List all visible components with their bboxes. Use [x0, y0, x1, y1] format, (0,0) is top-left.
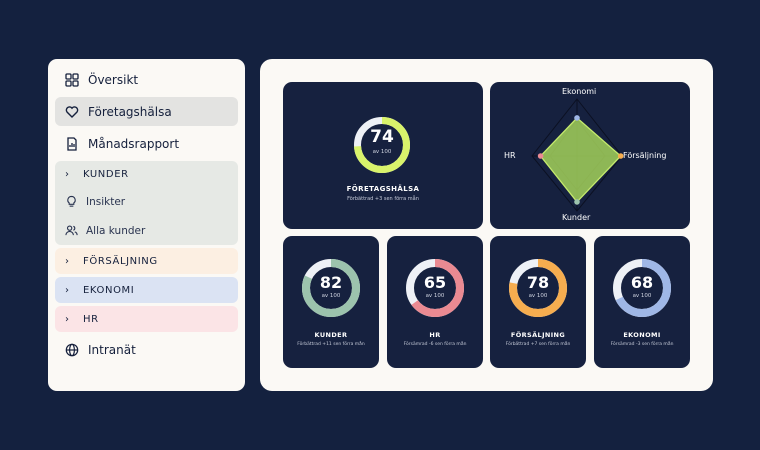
- nav-health-label: Företagshälsa: [88, 104, 172, 119]
- hr-of: av 100: [425, 293, 445, 299]
- card-ekonomi[interactable]: 68 av 100 EKONOMI Försämrad -3 sen förra…: [594, 236, 690, 368]
- chevron-right-icon: ›: [65, 313, 70, 325]
- group-forsaljning-header[interactable]: › FÖRSÄLJNING: [55, 248, 238, 274]
- card-forsaljning[interactable]: 78 av 100 FÖRSÄLJNING Förbättrad +7 sen …: [490, 236, 586, 368]
- group-kunder-header[interactable]: › KUNDER: [55, 161, 238, 187]
- radar-label-hr: HR: [504, 151, 516, 160]
- radar-point-ekonomi: [574, 115, 580, 121]
- ring-progress: [406, 259, 464, 317]
- radar-chart: [531, 98, 624, 212]
- chevron-right-icon: ›: [65, 168, 70, 180]
- nav-health[interactable]: Företagshälsa: [55, 97, 238, 126]
- group-ekonomi-header[interactable]: › EKONOMI: [55, 277, 238, 303]
- dashboard-panel: 74 av 100 FÖRETAGSHÄLSA Förbättrad +3 se…: [260, 59, 713, 391]
- group-hr[interactable]: › HR: [55, 306, 238, 332]
- nav-report-label: Månadsrapport: [88, 136, 180, 151]
- ekonomi-ring: [613, 259, 671, 317]
- card-hr[interactable]: 65 av 100 HR Försämrad -6 sen förra mån: [387, 236, 483, 368]
- radar-point-hr: [537, 153, 544, 159]
- forsaljning-note: Förbättrad +7 sen förra mån: [505, 342, 571, 347]
- ring-progress: [613, 259, 671, 317]
- radar-point-forsaljning: [617, 153, 624, 159]
- health-of: av 100: [372, 149, 392, 155]
- radar-label-forsaljning: Försäljning: [623, 151, 667, 160]
- ekonomi-title: EKONOMI: [623, 331, 661, 339]
- kunder-note: Förbättrad +11 sen förra mån: [297, 342, 365, 347]
- ring-progress: [509, 259, 567, 317]
- lightbulb-icon: [67, 195, 76, 207]
- chevron-right-icon: ›: [65, 284, 70, 296]
- nav-report[interactable]: Månadsrapport: [55, 129, 238, 158]
- sub-item-all-customers[interactable]: Alla kunder: [55, 216, 238, 245]
- kunder-of: av 100: [321, 293, 341, 299]
- globe-icon: [65, 343, 79, 356]
- ring-progress: [302, 259, 360, 317]
- health-note: Förbättrad +3 sen förra mån: [347, 196, 419, 202]
- group-hr-label: HR: [83, 313, 99, 325]
- kunder-title: KUNDER: [314, 331, 348, 339]
- ring-progress: [354, 117, 410, 173]
- nav-intranet-label: Intranät: [88, 342, 136, 357]
- grid-icon: [65, 72, 79, 87]
- heart-icon: [65, 105, 79, 118]
- health-card[interactable]: 74 av 100 FÖRETAGSHÄLSA Förbättrad +3 se…: [283, 82, 483, 229]
- hr-note: Försämrad -6 sen förra mån: [403, 342, 467, 347]
- forsaljning-of: av 100: [528, 293, 548, 299]
- group-kunder: › KUNDER Insikter Alla kunder: [55, 161, 238, 245]
- radar-card[interactable]: Ekonomi Försäljning Kunder HR: [490, 82, 690, 229]
- group-kunder-label: KUNDER: [83, 168, 129, 180]
- group-forsaljning[interactable]: › FÖRSÄLJNING: [55, 248, 238, 274]
- card-kunder[interactable]: 82 av 100 KUNDER Förbättrad +11 sen förr…: [283, 236, 379, 368]
- health-title: FÖRETAGSHÄLSA: [346, 185, 420, 193]
- radar-label-kunder: Kunder: [562, 213, 591, 222]
- hr-title: HR: [429, 331, 441, 339]
- group-forsaljning-label: FÖRSÄLJNING: [83, 255, 158, 267]
- group-hr-header[interactable]: › HR: [55, 306, 238, 332]
- kunder-ring: [302, 259, 360, 317]
- health-score: 74: [370, 127, 394, 147]
- ekonomi-note: Försämrad -3 sen förra mån: [610, 342, 674, 347]
- kunder-score: 82: [319, 273, 343, 292]
- sub-item-all-customers-label: Alla kunder: [86, 224, 146, 237]
- nav-overview-label: Översikt: [88, 72, 139, 87]
- health-ring: [354, 117, 410, 173]
- sub-item-insights-label: Insikter: [86, 195, 126, 208]
- ekonomi-of: av 100: [632, 293, 652, 299]
- sidebar: Översikt Företagshälsa Månadsrapport › K…: [48, 59, 245, 391]
- group-ekonomi[interactable]: › EKONOMI: [55, 277, 238, 303]
- group-ekonomi-label: EKONOMI: [83, 284, 135, 296]
- hr-score: 65: [423, 273, 447, 292]
- forsaljning-title: FÖRSÄLJNING: [510, 331, 566, 339]
- nav-overview[interactable]: Översikt: [55, 65, 238, 94]
- forsaljning-ring: [509, 259, 567, 317]
- sub-item-insights[interactable]: Insikter: [55, 187, 238, 216]
- hr-ring: [406, 259, 464, 317]
- forsaljning-score: 78: [526, 273, 550, 292]
- radar-label-ekonomi: Ekonomi: [562, 87, 597, 96]
- chevron-right-icon: ›: [65, 255, 70, 267]
- users-icon: [65, 225, 78, 236]
- ekonomi-score: 68: [630, 273, 654, 292]
- nav-intranet[interactable]: Intranät: [55, 335, 238, 364]
- report-icon: [67, 136, 77, 151]
- radar-point-kunder: [574, 199, 580, 205]
